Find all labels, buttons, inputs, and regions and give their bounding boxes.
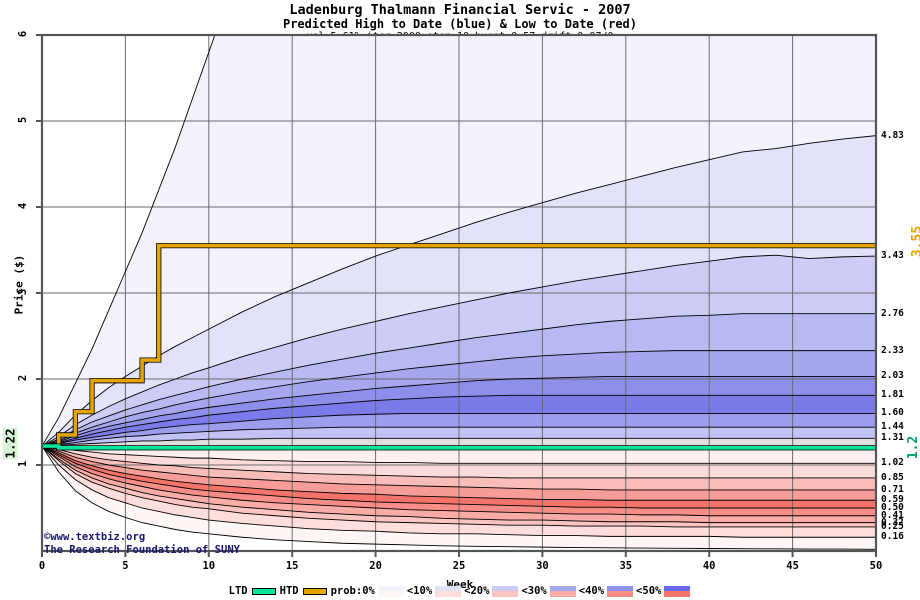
right-value-label: 1.44 — [881, 421, 904, 433]
x-tick-label: 30 — [536, 560, 549, 572]
chart-subtitle: Predicted High to Date (blue) & Low to D… — [282, 17, 637, 31]
legend-band-label: <40% — [578, 585, 605, 597]
right-value-label: 0.32 — [881, 516, 904, 528]
right-value-label: 0.41 — [881, 509, 904, 521]
right-value-label: 2.76 — [881, 307, 904, 319]
ltd-value-label: 1.2 — [906, 435, 920, 460]
right-value-label: 1.60 — [881, 407, 904, 419]
legend-band-swatch — [664, 585, 691, 597]
legend-band-swatch — [377, 585, 404, 597]
y-tick-label: 3 — [17, 288, 29, 296]
x-tick-label: 15 — [285, 560, 299, 572]
legend-band-label: <50% — [636, 585, 662, 597]
legend-band-label: prob:0% — [330, 585, 375, 597]
x-tick-label: 25 — [452, 560, 466, 572]
right-value-label: 4.83 — [881, 129, 904, 141]
y-tick-label: 2 — [17, 374, 29, 382]
right-value-label: 2.33 — [881, 344, 904, 356]
credit-text: ©www.textbiz.org The Research Foundation… — [44, 531, 240, 557]
legend-ltd-label: LTD — [228, 585, 248, 597]
chart-title: Ladenburg Thalmann Financial Servic - 20… — [289, 2, 631, 18]
right-value-label: 0.50 — [881, 502, 904, 513]
right-value-label: 2.03 — [881, 370, 904, 382]
band-outlines — [42, 35, 876, 550]
credit-line-2: The Research Foundation of SUNY — [44, 544, 240, 556]
legend-htd-label: HTD — [279, 585, 299, 597]
current-price-label: 1.22 — [2, 427, 18, 460]
x-tick-label: 20 — [369, 560, 382, 572]
legend-band-label: <20% — [464, 585, 490, 597]
legend: LTD HTD prob:0% <10% <20% <30% <40% <50% — [0, 585, 920, 597]
y-tick-label: 1 — [17, 460, 29, 468]
right-value-label: 3.43 — [881, 250, 904, 262]
right-value-label: 0.25 — [881, 520, 904, 532]
x-tick-label: 40 — [702, 560, 716, 572]
series-lines — [42, 243, 876, 451]
right-value-label: 1.81 — [881, 389, 904, 401]
x-tick-label: 50 — [869, 560, 883, 572]
legend-band-label: <30% — [521, 585, 547, 597]
right-value-label: 1.31 — [881, 432, 904, 444]
legend-band-label: <10% — [406, 585, 433, 597]
x-tick-label: 35 — [619, 560, 633, 572]
credit-line-1: ©www.textbiz.org — [44, 531, 146, 543]
right-value-label: 0.71 — [881, 483, 904, 495]
right-value-label: 0.59 — [881, 494, 904, 506]
tick-marks — [36, 34, 877, 557]
gridlines — [42, 35, 876, 551]
x-tick-label: 5 — [122, 560, 129, 572]
legend-band-swatch — [607, 585, 634, 597]
right-value-label: 0.16 — [881, 531, 904, 543]
y-tick-label: 4 — [17, 202, 29, 210]
legend-band-swatch — [549, 585, 576, 597]
htd-value-label: 3.55 — [910, 225, 920, 257]
legend-band-swatch — [435, 585, 462, 597]
x-tick-label: 0 — [38, 560, 46, 572]
right-value-label: 0.85 — [881, 471, 904, 483]
legend-band-swatch — [492, 585, 519, 597]
x-tick-label: 45 — [786, 560, 799, 572]
right-value-label: 1.02 — [881, 457, 904, 469]
legend-ltd-swatch — [251, 587, 276, 595]
y-tick-label: 5 — [17, 116, 29, 124]
y-tick-label: 6 — [17, 30, 29, 38]
x-tick-label: 10 — [202, 560, 216, 572]
legend-htd-swatch — [302, 587, 327, 595]
